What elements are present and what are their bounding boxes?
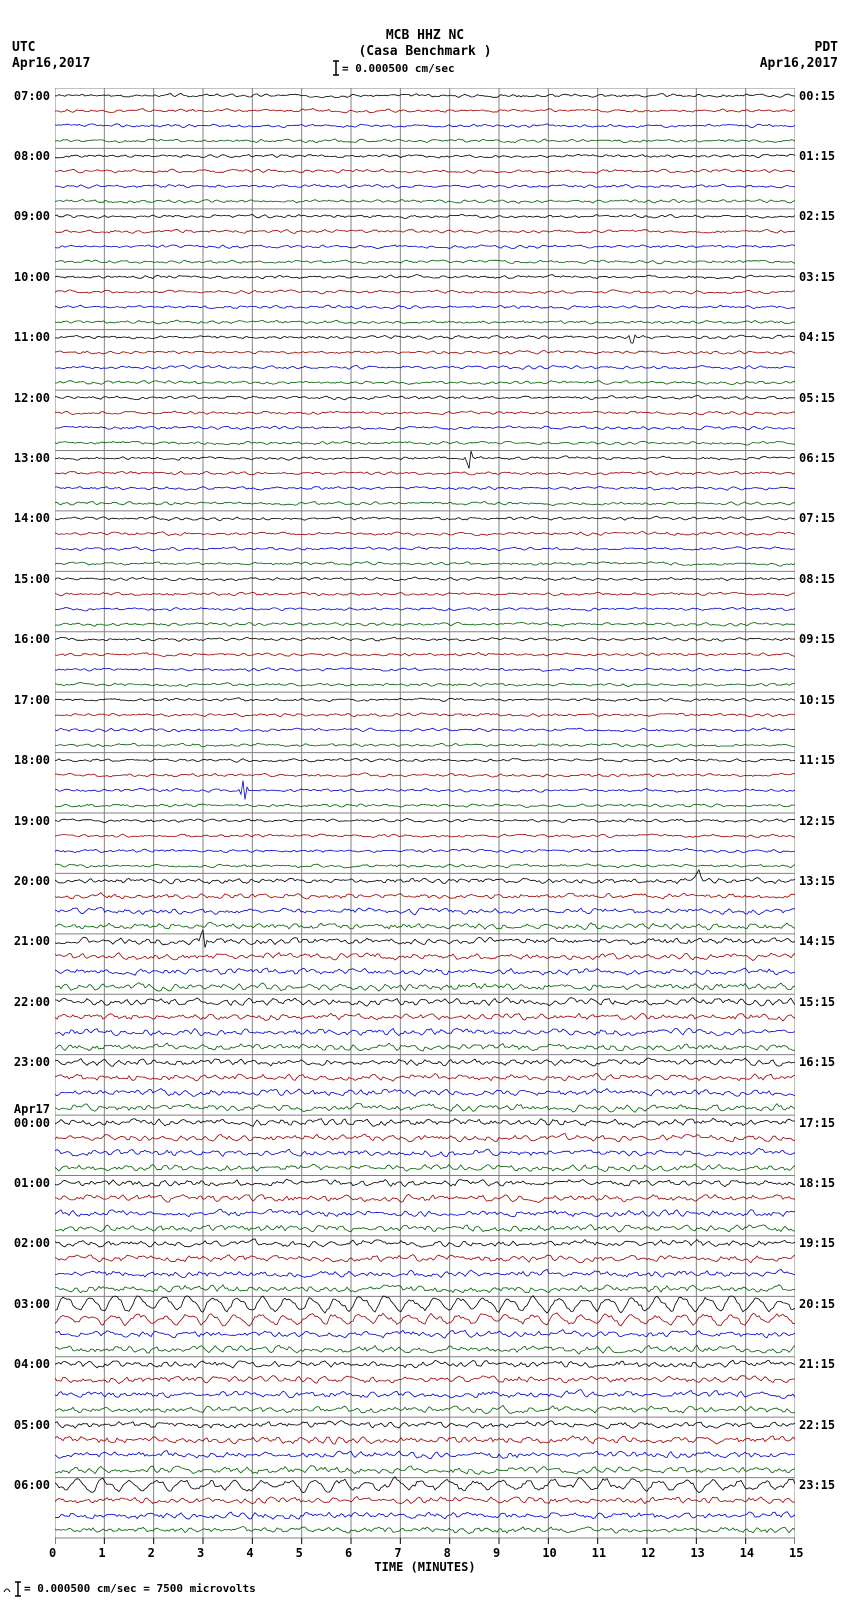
right-time-label: 15:15 xyxy=(799,995,835,1009)
left-time-label: 16:00 xyxy=(2,632,50,646)
right-time-label: 14:15 xyxy=(799,934,835,948)
left-time-label: 12:00 xyxy=(2,391,50,405)
x-tick-label: 13 xyxy=(690,1546,704,1560)
right-time-label: 13:15 xyxy=(799,874,835,888)
right-time-label: 06:15 xyxy=(799,451,835,465)
right-timezone: PDT xyxy=(815,40,838,55)
x-tick-label: 7 xyxy=(394,1546,401,1560)
right-time-label: 08:15 xyxy=(799,572,835,586)
left-time-label: 04:00 xyxy=(2,1357,50,1371)
x-tick-label: 2 xyxy=(148,1546,155,1560)
x-tick-label: 14 xyxy=(740,1546,754,1560)
right-time-label: 12:15 xyxy=(799,814,835,828)
left-time-label: 13:00 xyxy=(2,451,50,465)
left-time-label: 10:00 xyxy=(2,270,50,284)
seismogram-plot xyxy=(55,88,795,1538)
right-time-label: 09:15 xyxy=(799,632,835,646)
left-time-label: 18:00 xyxy=(2,753,50,767)
right-time-label: 21:15 xyxy=(799,1357,835,1371)
x-tick-label: 10 xyxy=(542,1546,556,1560)
left-date: Apr16,2017 xyxy=(12,56,90,71)
left-time-label: 00:00 xyxy=(2,1116,50,1130)
right-time-label: 04:15 xyxy=(799,330,835,344)
x-tick-label: 15 xyxy=(789,1546,803,1560)
x-tick-label: 12 xyxy=(641,1546,655,1560)
left-time-label: 08:00 xyxy=(2,149,50,163)
station-title-line2: (Casa Benchmark ) xyxy=(0,44,850,59)
left-time-label: 22:00 xyxy=(2,995,50,1009)
x-tick-label: 11 xyxy=(592,1546,606,1560)
right-time-label: 16:15 xyxy=(799,1055,835,1069)
right-time-label: 05:15 xyxy=(799,391,835,405)
left-time-label: 17:00 xyxy=(2,693,50,707)
left-day-label: Apr17 xyxy=(2,1102,50,1116)
left-time-label: 15:00 xyxy=(2,572,50,586)
x-tick-label: 1 xyxy=(98,1546,105,1560)
right-time-label: 17:15 xyxy=(799,1116,835,1130)
left-time-label: 05:00 xyxy=(2,1418,50,1432)
x-tick-label: 8 xyxy=(444,1546,451,1560)
x-tick-label: 5 xyxy=(296,1546,303,1560)
left-time-label: 14:00 xyxy=(2,511,50,525)
right-time-label: 02:15 xyxy=(799,209,835,223)
x-tick-label: 0 xyxy=(49,1546,56,1560)
right-time-label: 10:15 xyxy=(799,693,835,707)
right-time-label: 22:15 xyxy=(799,1418,835,1432)
right-time-label: 19:15 xyxy=(799,1236,835,1250)
x-tick-label: 3 xyxy=(197,1546,204,1560)
right-time-label: 20:15 xyxy=(799,1297,835,1311)
station-title-line1: MCB HHZ NC xyxy=(0,28,850,43)
x-tick-label: 9 xyxy=(493,1546,500,1560)
left-timezone: UTC xyxy=(12,40,35,55)
left-time-label: 21:00 xyxy=(2,934,50,948)
x-tick-label: 6 xyxy=(345,1546,352,1560)
x-tick-label: 4 xyxy=(246,1546,253,1560)
left-time-label: 06:00 xyxy=(2,1478,50,1492)
left-time-label: 23:00 xyxy=(2,1055,50,1069)
right-time-label: 00:15 xyxy=(799,89,835,103)
left-time-label: 07:00 xyxy=(2,89,50,103)
right-time-label: 03:15 xyxy=(799,270,835,284)
scale-text-footer: = 0.000500 cm/sec = 7500 microvolts xyxy=(24,1582,256,1595)
left-time-label: 02:00 xyxy=(2,1236,50,1250)
scale-bar-footer xyxy=(2,1580,22,1598)
right-time-label: 01:15 xyxy=(799,149,835,163)
left-time-label: 09:00 xyxy=(2,209,50,223)
right-time-label: 07:15 xyxy=(799,511,835,525)
left-time-label: 20:00 xyxy=(2,874,50,888)
right-time-label: 23:15 xyxy=(799,1478,835,1492)
seismogram-container: MCB HHZ NC (Casa Benchmark ) = 0.000500 … xyxy=(0,0,850,1613)
right-time-label: 18:15 xyxy=(799,1176,835,1190)
x-axis-title: TIME (MINUTES) xyxy=(55,1560,795,1574)
right-date: Apr16,2017 xyxy=(760,56,838,71)
right-time-label: 11:15 xyxy=(799,753,835,767)
left-time-label: 11:00 xyxy=(2,330,50,344)
left-time-label: 19:00 xyxy=(2,814,50,828)
left-time-label: 01:00 xyxy=(2,1176,50,1190)
left-time-label: 03:00 xyxy=(2,1297,50,1311)
scale-text-header: = 0.000500 cm/sec xyxy=(342,62,455,75)
